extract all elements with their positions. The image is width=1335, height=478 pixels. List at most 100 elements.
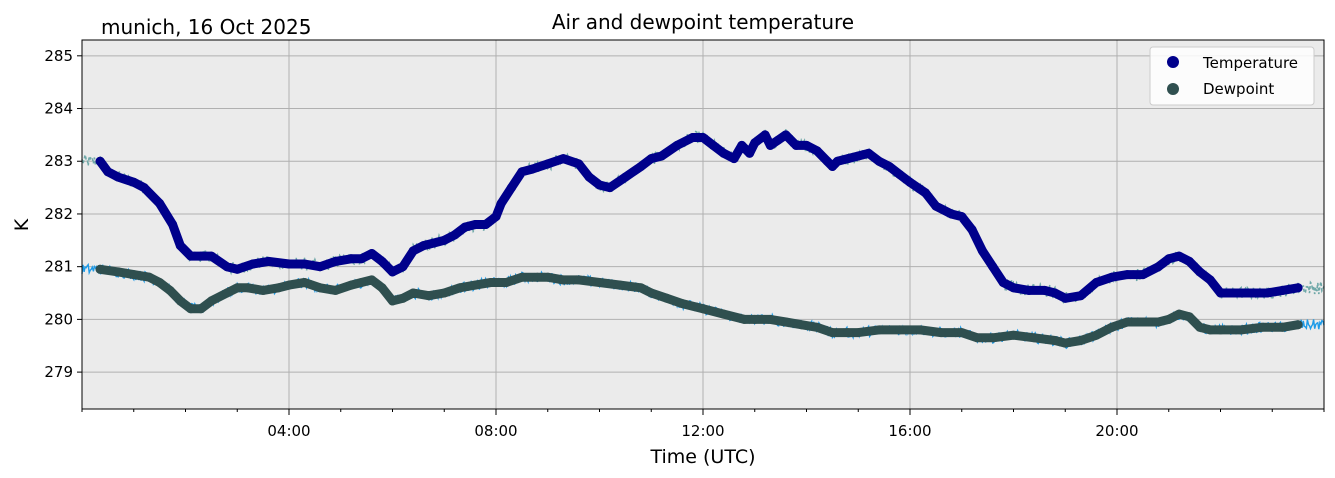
point-temperature [946, 209, 956, 219]
point-dewpoint [1293, 320, 1303, 330]
x-axis-label: Time (UTC) [649, 446, 755, 468]
point-dewpoint [186, 304, 196, 314]
point-temperature [833, 156, 842, 166]
point-temperature [843, 154, 853, 164]
point-dewpoint [1060, 338, 1070, 348]
point-dewpoint [827, 328, 837, 338]
point-temperature [921, 188, 930, 198]
point-dewpoint [1278, 322, 1288, 332]
point-temperature [346, 254, 356, 264]
point-dewpoint [1205, 325, 1215, 335]
point-temperature [1040, 285, 1050, 295]
point-temperature [998, 278, 1008, 287]
point-dewpoint [1257, 322, 1267, 332]
point-dewpoint [408, 288, 418, 298]
point-temperature [481, 220, 491, 229]
point-dewpoint [812, 322, 822, 332]
point-temperature [388, 267, 397, 277]
point-temperature [620, 172, 630, 182]
point-temperature [248, 259, 258, 269]
point-temperature [646, 154, 656, 164]
point-temperature [517, 167, 527, 177]
point-temperature [284, 259, 294, 269]
point-temperature [584, 172, 594, 182]
point-dewpoint [843, 328, 853, 338]
point-temperature [765, 140, 775, 150]
point-dewpoint [243, 283, 253, 293]
point-dewpoint [165, 285, 175, 295]
point-dewpoint [1122, 317, 1132, 327]
point-temperature [1009, 283, 1018, 293]
point-dewpoint [1143, 317, 1153, 327]
point-dewpoint [129, 270, 139, 280]
point-temperature [988, 262, 998, 272]
point-temperature [300, 259, 309, 269]
point-dewpoint [439, 288, 449, 298]
point-temperature [222, 262, 232, 272]
point-temperature [408, 246, 418, 256]
point-dewpoint [895, 325, 905, 335]
point-temperature [196, 251, 206, 261]
point-temperature [103, 167, 113, 177]
point-temperature [367, 249, 377, 258]
point-temperature [460, 222, 470, 232]
y-tick-label: 280 [44, 310, 73, 328]
point-temperature [864, 148, 874, 158]
point-dewpoint [470, 280, 480, 290]
point-dewpoint [1029, 333, 1039, 343]
point-temperature [315, 262, 325, 272]
point-dewpoint [957, 328, 967, 338]
point-dewpoint [1050, 336, 1060, 345]
point-temperature [636, 162, 646, 171]
legend-box [1149, 46, 1315, 106]
point-dewpoint [1076, 336, 1086, 345]
point-temperature [672, 140, 682, 150]
point-temperature [139, 183, 149, 193]
point-temperature [729, 154, 739, 164]
point-dewpoint [258, 285, 268, 295]
point-temperature [527, 164, 537, 174]
point-temperature [688, 133, 698, 142]
point-temperature [1024, 285, 1034, 295]
point-temperature [543, 159, 553, 169]
point-dewpoint [300, 278, 309, 287]
point-dewpoint [874, 325, 884, 335]
legend: Temperature Dewpoint [1149, 46, 1315, 106]
point-dewpoint [1195, 322, 1205, 332]
point-dewpoint [1174, 309, 1184, 319]
point-temperature [874, 156, 884, 166]
point-dewpoint [331, 285, 341, 295]
point-temperature [737, 140, 747, 150]
point-temperature [1262, 288, 1272, 298]
point-temperature [574, 159, 584, 169]
point-temperature [175, 241, 185, 251]
point-dewpoint [455, 283, 465, 293]
point-temperature [95, 156, 105, 166]
point-temperature [1205, 275, 1215, 285]
point-dewpoint [388, 296, 397, 306]
point-dewpoint [1164, 314, 1174, 324]
point-temperature [1293, 283, 1303, 293]
point-temperature [496, 198, 506, 208]
point-dewpoint [781, 317, 791, 327]
point-temperature [1153, 262, 1163, 272]
point-temperature [1050, 288, 1060, 298]
point-dewpoint [486, 278, 496, 287]
point-dewpoint [95, 264, 105, 274]
y-tick-label: 282 [44, 205, 73, 223]
point-temperature [605, 183, 615, 193]
point-dewpoint [662, 293, 672, 303]
point-temperature [155, 198, 165, 208]
point-dewpoint [595, 278, 604, 287]
point-dewpoint [615, 280, 625, 290]
point-dewpoint [398, 293, 408, 303]
point-temperature [745, 148, 755, 158]
point-dewpoint [646, 288, 656, 298]
legend-marker-temperature [1167, 56, 1179, 68]
x-tick-label: 20:00 [1095, 422, 1138, 440]
point-temperature [967, 225, 977, 235]
point-temperature [1174, 251, 1184, 261]
point-dewpoint [206, 296, 216, 306]
point-temperature [595, 180, 604, 190]
point-temperature [708, 140, 718, 150]
